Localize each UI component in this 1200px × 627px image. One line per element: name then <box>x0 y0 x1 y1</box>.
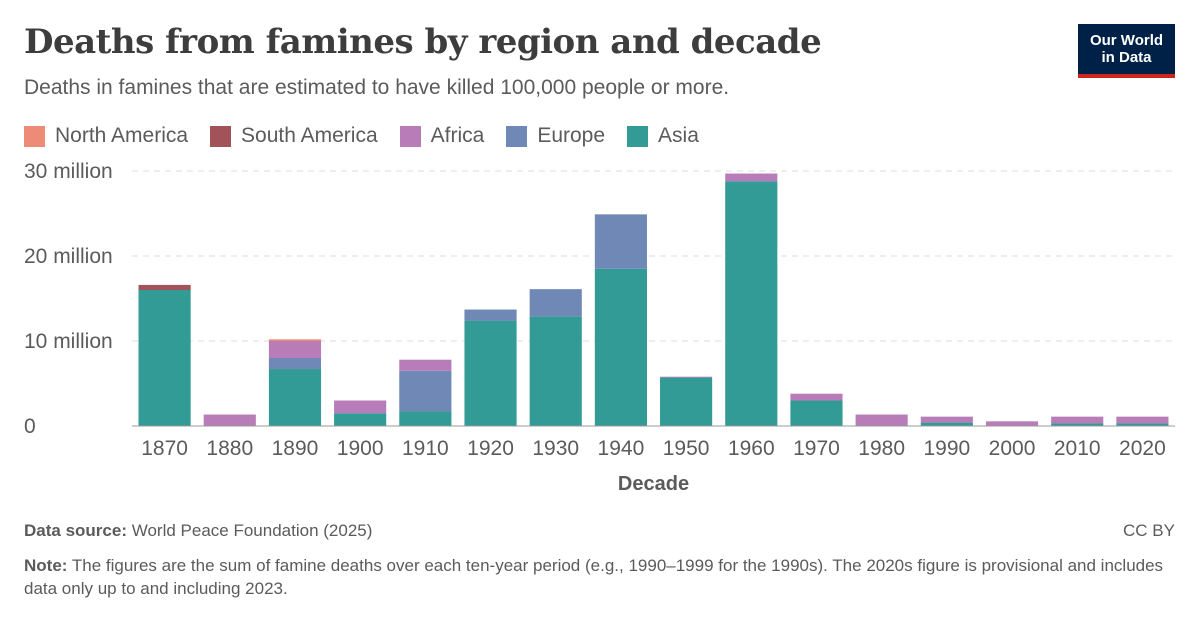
data-source-label: Data source: <box>24 521 127 540</box>
x-axis-title: Decade <box>618 473 689 495</box>
bar-segment-asia[interactable] <box>138 290 191 426</box>
x-tick-label: 1950 <box>663 437 710 460</box>
y-tick-label: 0 <box>24 415 36 438</box>
bar-segment-africa[interactable] <box>334 400 387 414</box>
bar-segment-asia[interactable] <box>920 422 973 426</box>
bar-segment-europe[interactable] <box>268 358 322 370</box>
bar-segment-europe[interactable] <box>594 214 647 269</box>
bar-segment-africa[interactable] <box>660 376 713 378</box>
x-tick-label: 1880 <box>206 437 253 460</box>
x-tick-label: 1990 <box>923 437 970 460</box>
bar-segment-africa[interactable] <box>1051 416 1104 424</box>
bar-segment-africa[interactable] <box>203 414 256 426</box>
bar-segment-africa[interactable] <box>790 393 843 401</box>
legend-swatch <box>24 125 45 147</box>
bar-segment-south-america[interactable] <box>138 284 191 290</box>
data-source: Data source: World Peace Foundation (202… <box>24 521 372 541</box>
bar-segment-asia[interactable] <box>1116 423 1169 426</box>
chart-bars <box>138 173 1169 427</box>
bar-segment-africa[interactable] <box>855 414 908 426</box>
y-tick-label: 30 million <box>24 160 113 183</box>
legend-label: Europe <box>537 124 606 147</box>
x-tick-label: 1980 <box>858 437 905 460</box>
x-tick-label: 2000 <box>989 437 1036 460</box>
bar-segment-asia[interactable] <box>268 369 322 426</box>
bar-segment-asia[interactable] <box>790 400 843 427</box>
legend-item-africa[interactable]: Africa <box>399 124 485 148</box>
bar-segment-asia[interactable] <box>660 377 713 426</box>
license[interactable]: CC BY <box>1123 521 1175 540</box>
bar-segment-africa[interactable] <box>985 421 1039 426</box>
x-tick-label: 2020 <box>1119 437 1166 460</box>
bar-segment-africa[interactable] <box>268 341 322 358</box>
legend-label: Asia <box>658 124 699 147</box>
bar-segment-africa[interactable] <box>399 359 452 371</box>
bar-segment-asia[interactable] <box>464 320 517 426</box>
x-tick-label: 1920 <box>467 437 514 460</box>
bar-segment-asia[interactable] <box>334 413 387 426</box>
bar-segment-asia[interactable] <box>725 181 778 426</box>
logo-line-1: Our World <box>1089 32 1164 49</box>
legend-item-north-america[interactable]: North America <box>24 124 188 148</box>
legend-label: South America <box>241 124 378 147</box>
legend-swatch <box>210 125 232 147</box>
x-tick-label: 1890 <box>272 437 319 460</box>
bar-segment-europe[interactable] <box>529 289 582 317</box>
bar-segment-north-america[interactable] <box>268 339 322 341</box>
chart-note: Note: The figures are the sum of famine … <box>24 554 1174 600</box>
y-axis-labels: 0 10 million 20 million 30 million <box>24 160 113 438</box>
note-text: The figures are the sum of famine deaths… <box>24 556 1164 598</box>
y-tick-label: 10 million <box>24 330 113 353</box>
y-tick-label: 20 million <box>24 245 113 268</box>
bar-segment-africa[interactable] <box>1116 416 1169 424</box>
legend-swatch <box>399 125 421 147</box>
x-tick-label: 1870 <box>141 437 188 460</box>
bar-segment-africa[interactable] <box>725 173 778 182</box>
owid-logo[interactable]: Our World in Data <box>1078 24 1175 78</box>
legend-label: North America <box>55 124 189 147</box>
bar-segment-asia[interactable] <box>1051 423 1104 426</box>
note-label: Note: <box>24 556 68 575</box>
chart-subtitle: Deaths in famines that are estimated to … <box>24 76 730 99</box>
x-tick-label: 1940 <box>598 437 645 460</box>
x-tick-label: 2010 <box>1054 437 1101 460</box>
x-tick-label: 1910 <box>402 437 449 460</box>
legend-item-south-america[interactable]: South America <box>210 124 378 148</box>
x-tick-label: 1970 <box>793 437 840 460</box>
x-tick-label: 1900 <box>337 437 384 460</box>
legend-swatch <box>506 125 528 147</box>
x-tick-label: 1930 <box>532 437 579 460</box>
x-axis-labels: 1870 1880 1890 1900 1910 1920 1930 1940 1950 1960… <box>141 437 1166 460</box>
legend-item-asia[interactable]: Asia <box>627 124 699 148</box>
chart-legend: North America South America Africa Europ… <box>24 124 699 148</box>
x-tick-label: 1960 <box>728 437 775 460</box>
legend-swatch <box>627 125 649 147</box>
legend-label: Africa <box>430 124 485 147</box>
chart-grid <box>132 170 1175 342</box>
data-source-text[interactable]: World Peace Foundation (2025) <box>131 521 373 540</box>
bar-segment-africa[interactable] <box>920 416 973 423</box>
bar-segment-asia[interactable] <box>399 411 452 426</box>
logo-line-2: in Data <box>1101 49 1152 66</box>
bar-segment-asia[interactable] <box>594 268 647 426</box>
legend-item-europe[interactable]: Europe <box>506 124 605 148</box>
chart-title: Deaths from famines by region and decade <box>24 22 822 62</box>
bar-segment-europe[interactable] <box>464 309 517 321</box>
bar-segment-europe[interactable] <box>399 370 452 412</box>
bar-segment-asia[interactable] <box>529 316 582 426</box>
